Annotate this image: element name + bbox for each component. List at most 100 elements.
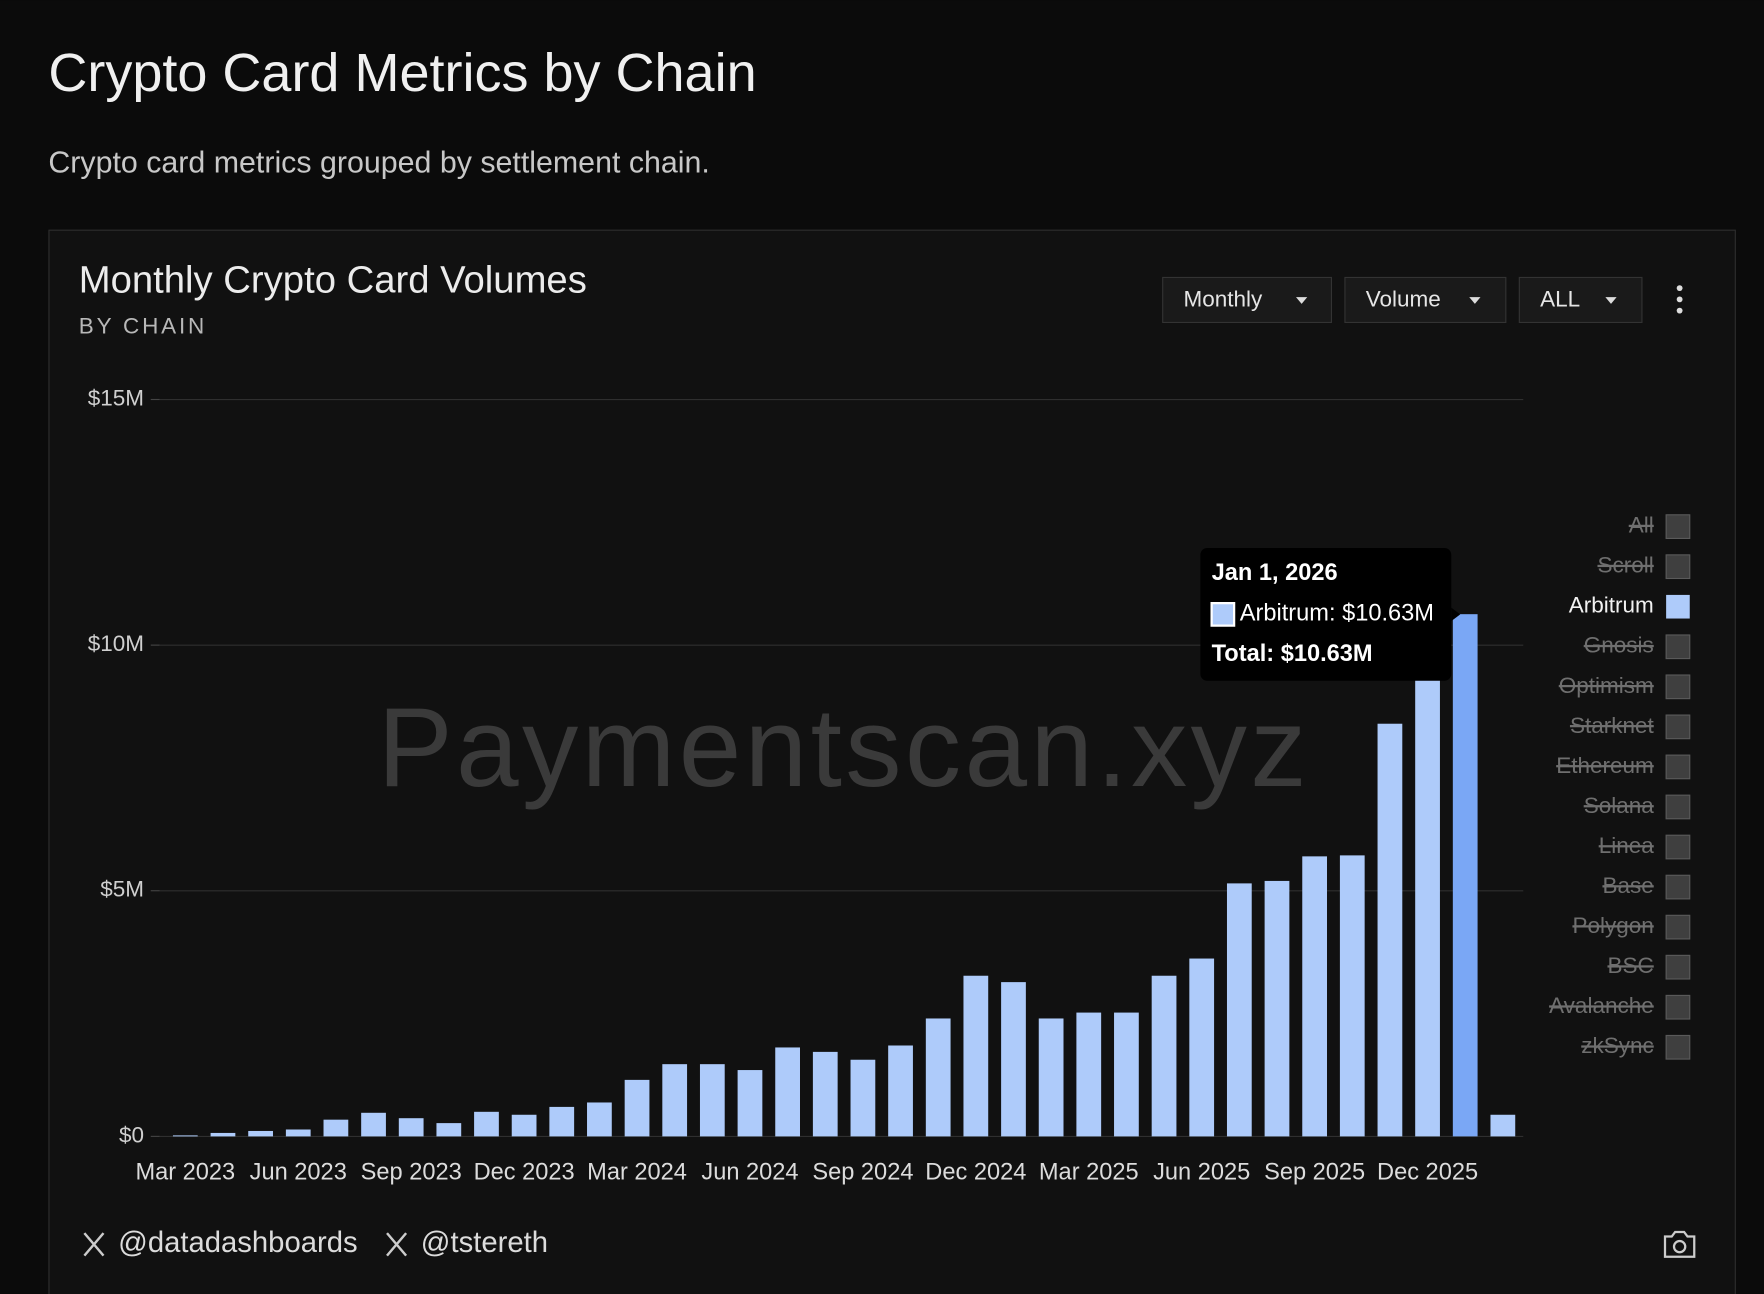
legend-swatch xyxy=(1665,674,1691,700)
tooltip-pointer xyxy=(1451,607,1461,622)
bar xyxy=(699,1064,725,1137)
tooltip-total: Total: $10.63M xyxy=(1212,641,1373,667)
menu-dot xyxy=(1676,307,1683,314)
bar xyxy=(1452,614,1478,1137)
legend-item[interactable]: Solana xyxy=(1584,793,1691,820)
bar xyxy=(1490,1114,1516,1137)
bar xyxy=(549,1106,575,1137)
bar xyxy=(1415,652,1440,1137)
bar xyxy=(285,1129,311,1137)
bar xyxy=(398,1118,424,1137)
metric-dropdown[interactable]: Volume xyxy=(1344,276,1507,323)
legend-label: Scroll xyxy=(1597,553,1653,578)
legend-label: Ethereum xyxy=(1556,753,1654,778)
camera-lens xyxy=(1672,1239,1687,1254)
bar xyxy=(888,1045,913,1137)
legend-label: Gnosis xyxy=(1584,633,1654,658)
bar xyxy=(737,1070,763,1137)
plot-area: Paymentscan.xyz $0 $5M $10M $15M Mar 2023 Jun… xyxy=(88,385,1524,1186)
legend-item[interactable]: All xyxy=(1629,513,1691,539)
legend-label: All xyxy=(1629,513,1654,538)
y-tick-label: $0 xyxy=(119,1122,144,1147)
range-dropdown[interactable]: ALL xyxy=(1518,276,1643,323)
legend-label: Avalanche xyxy=(1549,993,1654,1018)
legend-item[interactable]: zkSync xyxy=(1581,1033,1691,1060)
dropdown-label: Volume xyxy=(1366,286,1441,311)
x-tick-label: Dec 2024 xyxy=(925,1160,1026,1186)
legend: All Scroll Arbitrum Gnosis Optimism Starknet E… xyxy=(1549,513,1691,1060)
camera-body xyxy=(1663,1230,1696,1258)
legend-swatch xyxy=(1665,554,1691,580)
frequency-dropdown[interactable]: Monthly xyxy=(1162,276,1332,323)
legend-label: Solana xyxy=(1584,793,1655,818)
bar xyxy=(1076,1012,1102,1137)
dropdown-label: Monthly xyxy=(1184,286,1264,311)
footer-handle[interactable]: @tstereth xyxy=(386,1227,548,1259)
watermark: Paymentscan.xyz xyxy=(378,684,1310,810)
legend-label: Starknet xyxy=(1570,713,1655,738)
handle: @tstereth xyxy=(421,1227,548,1259)
legend-item[interactable]: Arbitrum xyxy=(1569,593,1690,619)
legend-item[interactable]: Optimism xyxy=(1559,673,1691,700)
legend-label: zkSync xyxy=(1581,1033,1654,1058)
bar xyxy=(436,1123,462,1137)
bar xyxy=(963,975,989,1137)
camera-button[interactable] xyxy=(1663,1230,1696,1258)
bar xyxy=(775,1047,800,1137)
legend-label: Linea xyxy=(1599,833,1655,858)
legend-label: Polygon xyxy=(1572,913,1653,938)
legend-swatch xyxy=(1665,914,1691,940)
dropdown-label: ALL xyxy=(1540,286,1580,311)
legend-swatch xyxy=(1665,994,1691,1020)
legend-item[interactable]: Starknet xyxy=(1570,713,1691,740)
y-tick-label: $5M xyxy=(100,877,144,902)
dropdown-box xyxy=(1344,276,1507,323)
tooltip-title: Jan 1, 2026 xyxy=(1212,560,1338,586)
x-tick-label: Jun 2024 xyxy=(701,1160,798,1186)
y-tick-label: $10M xyxy=(88,631,144,656)
bar xyxy=(587,1102,612,1137)
x-tick-label: Mar 2024 xyxy=(587,1160,687,1186)
legend-item[interactable]: Linea xyxy=(1599,833,1691,860)
bar xyxy=(1189,958,1215,1137)
legend-swatch xyxy=(1665,834,1691,860)
legend-label: Arbitrum xyxy=(1569,593,1654,618)
bar xyxy=(172,1135,198,1137)
bar xyxy=(1114,1012,1139,1137)
legend-item[interactable]: Avalanche xyxy=(1549,993,1691,1020)
tooltip-label: Arbitrum: $10.63M xyxy=(1240,601,1434,627)
legend-label: Optimism xyxy=(1559,673,1654,698)
bar xyxy=(1302,856,1328,1137)
menu-dot xyxy=(1676,296,1683,303)
legend-item[interactable]: BSC xyxy=(1607,953,1691,980)
tooltip-box xyxy=(1200,548,1452,681)
bar xyxy=(624,1079,650,1137)
dropdown-box xyxy=(1518,276,1643,323)
bar xyxy=(474,1111,499,1137)
legend-item[interactable]: Polygon xyxy=(1572,913,1691,940)
legend-item[interactable]: Scroll xyxy=(1597,553,1691,580)
bar xyxy=(1226,883,1252,1137)
more-menu[interactable] xyxy=(1676,285,1683,314)
y-tick-label: $15M xyxy=(88,385,144,410)
menu-dot xyxy=(1676,285,1683,292)
legend-swatch xyxy=(1665,1034,1691,1060)
legend-item[interactable]: Base xyxy=(1602,873,1691,900)
legend-swatch xyxy=(1665,714,1691,740)
legend-item[interactable]: Ethereum xyxy=(1556,753,1691,780)
bar xyxy=(662,1064,688,1137)
bar xyxy=(511,1114,537,1137)
legend-swatch xyxy=(1665,514,1691,539)
legend-label: Base xyxy=(1602,873,1653,898)
legend-swatch xyxy=(1665,954,1691,980)
bar xyxy=(210,1132,236,1137)
page-title: Crypto Card Metrics by Chain xyxy=(48,43,756,103)
footer-handle[interactable]: @datadashboards xyxy=(83,1227,358,1259)
bar xyxy=(361,1112,386,1137)
x-tick-label: Mar 2023 xyxy=(135,1160,235,1186)
bar xyxy=(1151,975,1177,1137)
legend-swatch xyxy=(1665,874,1691,900)
legend-item[interactable]: Gnosis xyxy=(1584,633,1691,660)
